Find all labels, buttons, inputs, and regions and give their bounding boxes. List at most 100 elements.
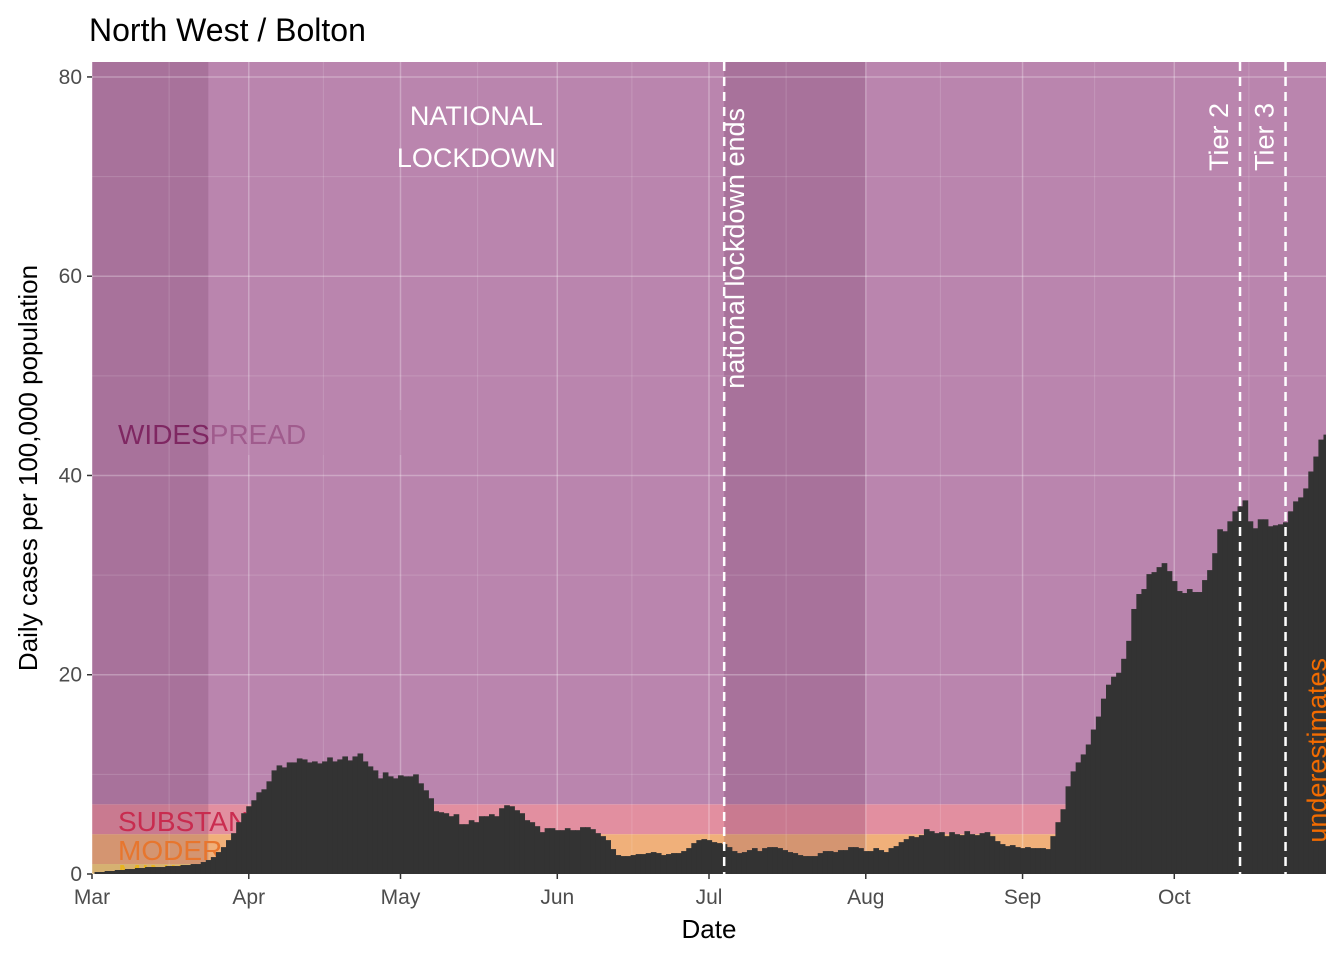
x-tick-label: Oct — [1158, 886, 1191, 909]
bar — [706, 840, 713, 874]
bar — [94, 872, 101, 874]
bar — [448, 816, 455, 874]
bar — [291, 762, 298, 874]
bar — [782, 850, 788, 874]
bar — [271, 770, 278, 874]
bar — [241, 813, 247, 874]
bar — [1121, 658, 1127, 874]
bar — [534, 826, 541, 874]
y-tick-label: 40 — [59, 464, 82, 487]
bar — [544, 828, 551, 874]
bar — [822, 851, 829, 874]
bar — [1186, 589, 1193, 874]
bar — [1095, 716, 1102, 874]
bar — [453, 814, 460, 874]
lockdown-label-line1: NATIONAL — [410, 101, 543, 131]
bar — [1323, 434, 1326, 874]
bar — [231, 833, 237, 874]
y-tick-label: 80 — [59, 66, 82, 89]
bar — [519, 813, 526, 874]
bar — [210, 857, 217, 874]
bar — [650, 852, 657, 874]
bar — [934, 833, 940, 874]
bar — [413, 774, 419, 874]
x-tick-label: Aug — [847, 886, 884, 909]
bar — [473, 822, 480, 874]
bar — [1191, 592, 1198, 874]
bar — [883, 852, 890, 874]
bar — [1035, 848, 1041, 874]
bar — [898, 842, 905, 874]
bar — [514, 810, 520, 874]
bar — [691, 843, 697, 874]
bar — [853, 847, 859, 874]
bar — [266, 781, 273, 874]
bar — [529, 822, 536, 874]
bar — [954, 834, 960, 874]
lockdown-label-line2: LOCKDOWN — [397, 143, 556, 173]
bar — [1222, 531, 1228, 874]
event-lines: national lockdown ends Tier 2 Tier 3 — [720, 62, 1287, 874]
bar — [463, 824, 470, 874]
bar — [408, 776, 414, 874]
bar — [478, 816, 485, 874]
bar — [342, 756, 348, 874]
bar — [736, 853, 743, 874]
bar — [220, 847, 227, 874]
bar — [99, 872, 106, 874]
bar — [837, 850, 844, 874]
bar — [929, 831, 935, 874]
bar — [362, 761, 369, 874]
x-tick-label: Apr — [232, 886, 265, 909]
bar — [731, 851, 738, 874]
bar — [797, 855, 804, 874]
bar — [372, 770, 379, 874]
bar — [104, 871, 111, 874]
bar — [645, 853, 652, 874]
bar — [913, 837, 920, 874]
bar — [595, 833, 601, 874]
bar — [994, 841, 1001, 874]
bar — [119, 870, 126, 874]
bar — [1318, 439, 1325, 874]
bar — [215, 852, 222, 874]
bar — [499, 808, 505, 874]
bar — [1070, 771, 1077, 874]
bar — [1151, 572, 1158, 874]
bar — [640, 854, 647, 874]
y-tick-label: 20 — [59, 664, 82, 687]
bar — [397, 775, 404, 874]
bar — [1262, 519, 1269, 874]
bar — [458, 824, 465, 874]
bar — [1050, 836, 1057, 874]
bar — [387, 776, 394, 874]
bar — [1065, 786, 1072, 874]
bar — [686, 848, 692, 874]
bar — [590, 829, 596, 874]
bar — [574, 830, 581, 874]
bar — [200, 862, 207, 874]
bar — [124, 869, 131, 874]
bar — [762, 848, 768, 874]
bar — [772, 847, 778, 874]
bar — [382, 772, 389, 874]
bar — [1100, 698, 1107, 874]
bar — [908, 836, 915, 874]
bar — [306, 762, 313, 874]
shaded-periods — [92, 62, 866, 874]
bar — [984, 832, 991, 874]
bar — [276, 765, 283, 874]
bar — [681, 851, 687, 874]
bar — [878, 850, 885, 874]
bar — [524, 820, 531, 874]
bar — [802, 856, 809, 874]
bar — [1004, 846, 1011, 874]
bar — [286, 762, 293, 874]
shaded-period-1 — [724, 62, 866, 874]
bar — [1232, 511, 1239, 874]
bar — [190, 864, 197, 874]
bar — [1176, 591, 1183, 874]
bar — [1267, 526, 1274, 874]
x-tick-label: May — [381, 886, 421, 909]
bar — [1111, 676, 1117, 874]
